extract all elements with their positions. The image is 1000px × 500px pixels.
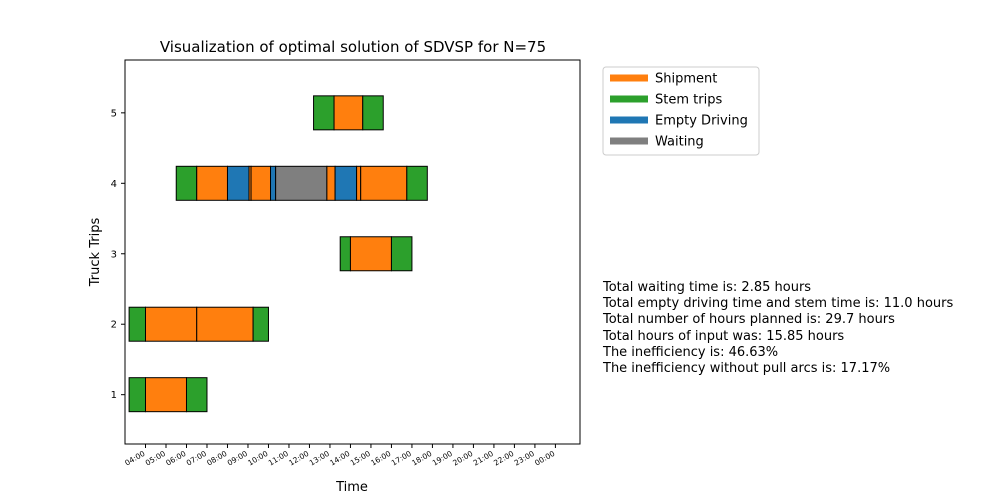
x-tick-label: 15:00 <box>349 449 372 468</box>
trip-4-segment-7-waiting <box>275 165 328 201</box>
plot-area <box>128 95 428 413</box>
trip-4-segment-12-stem-trips <box>406 165 428 201</box>
y-axis-ticks: 1 2 3 4 5 <box>111 108 125 401</box>
trip-4-segment-6-empty-driving <box>270 165 277 201</box>
trip-1-segment-1-stem-trips <box>128 377 146 413</box>
y-tick-label: 3 <box>111 249 117 260</box>
y-tick-label: 4 <box>111 179 117 190</box>
y-tick-label: 5 <box>111 108 117 119</box>
x-tick-label: 11:00 <box>267 449 290 468</box>
x-tick-label: 18:00 <box>410 449 433 468</box>
x-tick-label: 16:00 <box>369 449 392 468</box>
y-axis-label: Truck Trips <box>88 218 103 288</box>
trip-5-segment-3-stem-trips <box>362 95 384 131</box>
x-tick-label: 00:00 <box>533 449 556 468</box>
trip-2-segment-2-shipment <box>144 306 198 342</box>
x-axis-ticks: 04:0005:0006:0007:0008:0009:0010:0011:00… <box>123 444 557 468</box>
x-tick-label: 17:00 <box>390 449 413 468</box>
x-tick-label: 20:00 <box>451 449 474 468</box>
plot-frame <box>124 59 581 445</box>
x-tick-label: 06:00 <box>164 449 187 468</box>
trip-4-segment-3-empty-driving <box>226 165 250 201</box>
x-axis-label: Time <box>335 480 368 495</box>
chart-title: Visualization of optimal solution of SDV… <box>160 38 546 56</box>
y-tick-label: 2 <box>111 320 117 331</box>
x-tick-label: 19:00 <box>431 449 454 468</box>
stat-waiting-time: Total waiting time is: 2.85 hours <box>603 280 812 295</box>
x-tick-label: 07:00 <box>185 449 208 468</box>
trip-3-segment-3-stem-trips <box>390 236 413 272</box>
x-tick-label: 09:00 <box>226 449 249 468</box>
trip-3-segment-2-shipment <box>349 236 392 272</box>
legend-label-empty-driving: Empty Driving <box>655 114 748 129</box>
x-tick-label: 08:00 <box>205 449 228 468</box>
stat-empty-driving-stem-time: Total empty driving time and stem time i… <box>603 296 954 312</box>
stat-inefficiency-no-pull-arcs: The inefficiency without pull arcs is: 1… <box>603 361 891 377</box>
x-tick-label: 12:00 <box>287 449 310 468</box>
x-tick-label: 05:00 <box>144 449 167 468</box>
x-tick-label: 21:00 <box>472 449 495 468</box>
trip-4-segment-5-shipment <box>250 165 272 201</box>
trip-4-segment-1-stem-trips <box>175 165 198 201</box>
trip-4-segment-11-shipment <box>360 165 408 201</box>
trip-1-segment-2-shipment <box>144 377 187 413</box>
x-tick-label: 04:00 <box>123 449 146 468</box>
legend-label-stem-trips: Stem trips <box>655 93 722 108</box>
legend: Shipment Stem trips Empty Driving Waiting <box>602 66 760 156</box>
stat-inefficiency: The inefficiency is: 46.63% <box>603 344 779 360</box>
x-tick-label: 13:00 <box>308 449 331 468</box>
trip-5-segment-2-shipment <box>333 95 364 131</box>
x-tick-label: 23:00 <box>513 449 536 468</box>
trip-4-segment-8-shipment <box>326 165 336 201</box>
legend-label-shipment: Shipment <box>655 72 717 87</box>
trip-5-segment-1-stem-trips <box>313 95 335 131</box>
trip-1-segment-3-stem-trips <box>185 377 208 413</box>
x-tick-label: 22:00 <box>492 449 515 468</box>
trip-4-segment-10-shipment <box>356 165 362 201</box>
y-tick-label: 1 <box>111 390 117 401</box>
legend-box <box>602 66 760 156</box>
trip-4-segment-9-empty-driving <box>334 165 358 201</box>
x-tick-label: 10:00 <box>246 449 269 468</box>
stat-hours-input: Total hours of input was: 15.85 hours <box>603 328 845 344</box>
trip-3-segment-1-stem-trips <box>339 236 351 272</box>
trip-2-segment-3-shipment <box>196 306 254 342</box>
trip-2-segment-1-stem-trips <box>128 306 146 342</box>
legend-label-waiting: Waiting <box>655 135 704 150</box>
summary-stats: Total waiting time is: 2.85 hours Total … <box>603 280 953 377</box>
stat-hours-planned: Total number of hours planned is: 29.7 h… <box>603 312 895 328</box>
x-tick-label: 14:00 <box>328 449 351 468</box>
trip-4-segment-2-shipment <box>196 165 228 201</box>
trip-2-segment-4-stem-trips <box>252 306 269 342</box>
